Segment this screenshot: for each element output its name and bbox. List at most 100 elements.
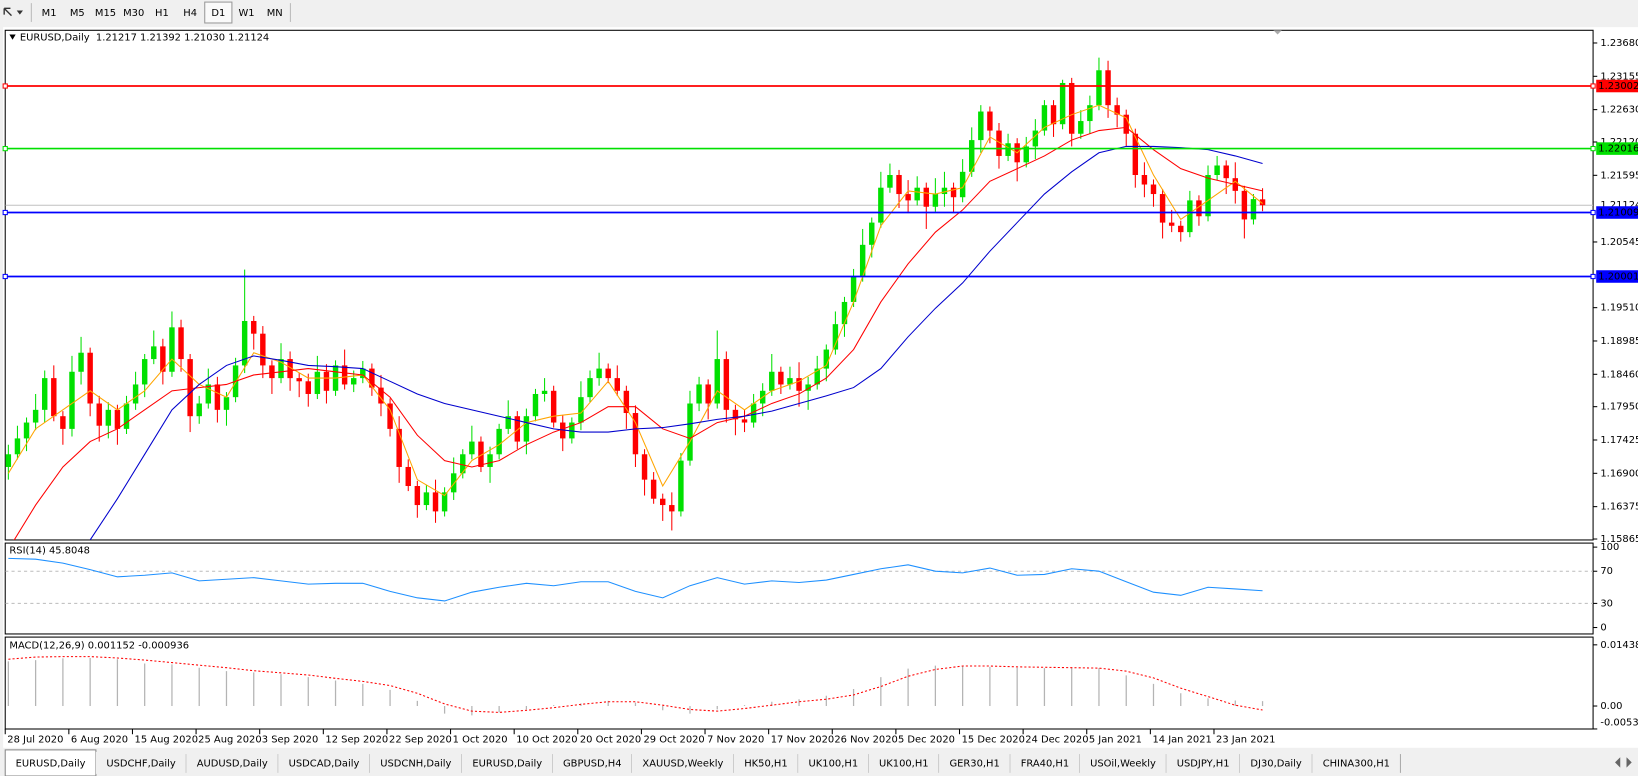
level-anchor[interactable]	[2, 209, 8, 216]
tab[interactable]	[369, 751, 462, 774]
candle-body	[587, 378, 593, 398]
moving-average	[13, 126, 1263, 540]
tab-label[interactable]: USDCHF,Daily	[106, 758, 176, 769]
tab[interactable]	[95, 751, 187, 774]
timeframe-button[interactable]	[204, 1, 233, 24]
timeframe-label[interactable]: MN	[267, 8, 283, 19]
timeframe-button[interactable]	[261, 2, 289, 23]
tab[interactable]	[631, 751, 734, 774]
tab[interactable]	[278, 751, 370, 774]
candle-body	[387, 403, 393, 429]
timeframe-button[interactable]	[63, 2, 91, 23]
timeframe-label[interactable]: D1	[211, 8, 225, 19]
candle-body	[251, 320, 257, 334]
tab-label[interactable]: DJ30,Daily	[1250, 758, 1302, 769]
rsi-tick-label: 70	[1600, 566, 1613, 577]
timeframe-button[interactable]	[120, 2, 148, 23]
tab-label[interactable]: CHINA300,H1	[1323, 758, 1390, 769]
candle-body	[296, 378, 302, 382]
tab-scroll-right[interactable]	[1626, 757, 1632, 768]
cursor-icon[interactable]	[3, 7, 12, 17]
level-anchor[interactable]	[1590, 145, 1596, 152]
candle-body	[769, 371, 775, 391]
timeframe-button[interactable]	[91, 2, 120, 23]
timeframe-label[interactable]: M5	[70, 8, 85, 19]
timeframe-button[interactable]	[232, 2, 261, 23]
candle-body	[178, 327, 184, 360]
tab[interactable]	[461, 751, 553, 774]
candle-body	[723, 359, 730, 410]
tab-label[interactable]: AUDUSD,Daily	[197, 758, 268, 769]
level-anchor[interactable]	[1590, 273, 1596, 280]
tab-scroll-left[interactable]	[1615, 757, 1621, 768]
tab-label[interactable]: GBPUSD,H4	[563, 758, 622, 769]
tab-label[interactable]: USDCAD,Daily	[289, 758, 360, 769]
candle-body	[696, 384, 702, 404]
level-anchor[interactable]	[2, 145, 8, 152]
timeframe-label[interactable]: M15	[95, 8, 116, 19]
timeframe-label[interactable]: H1	[155, 8, 169, 19]
tab[interactable]	[798, 751, 869, 774]
tab-label[interactable]: USDJPY,H1	[1177, 758, 1230, 769]
tab[interactable]	[733, 751, 799, 774]
candle-body	[432, 492, 439, 512]
candle-body	[260, 333, 266, 366]
tab-label[interactable]: USDCNH,Daily	[380, 758, 451, 769]
timeframe-button[interactable]	[35, 2, 63, 23]
candle-body	[923, 187, 930, 207]
tab[interactable]	[4, 749, 97, 776]
level-anchor[interactable]	[1590, 209, 1596, 216]
level-anchor[interactable]	[2, 83, 8, 89]
candle-body	[669, 505, 675, 512]
tab[interactable]	[552, 751, 632, 774]
candle-body	[1096, 70, 1102, 106]
candle-body	[1250, 199, 1257, 220]
tab-label[interactable]: UK100,H1	[879, 758, 929, 769]
tab[interactable]	[186, 751, 279, 774]
tab-label[interactable]: UK100,H1	[809, 758, 859, 769]
panel-menu-arrow[interactable]	[9, 34, 16, 40]
candle-body	[532, 393, 539, 417]
tab[interactable]	[1239, 751, 1313, 774]
tab[interactable]	[1166, 751, 1240, 774]
level-label-box	[1596, 142, 1638, 155]
tab[interactable]	[868, 751, 940, 774]
candle-body	[1114, 105, 1120, 115]
candle-body	[705, 384, 711, 404]
tab-label[interactable]: XAUUSD,Weekly	[642, 758, 723, 769]
candle-body	[469, 441, 475, 455]
timeframe-button[interactable]	[148, 2, 176, 23]
timeframe-button[interactable]	[176, 2, 204, 23]
tab-label[interactable]: HK50,H1	[744, 758, 787, 769]
date-label: 5 Dec 2020	[898, 734, 955, 745]
tab[interactable]	[1010, 751, 1080, 774]
price-tick-label: 1.16900	[1600, 468, 1638, 479]
level-label: 1.22016	[1598, 144, 1638, 155]
level-anchor[interactable]	[2, 273, 8, 280]
date-label: 29 Oct 2020	[644, 734, 705, 745]
candle-body	[914, 187, 920, 201]
candle-body	[114, 409, 121, 429]
timeframe-label[interactable]: M30	[123, 8, 144, 19]
dropdown-arrow[interactable]	[16, 10, 23, 15]
tab-label[interactable]: EURUSD,Daily	[472, 758, 542, 769]
candle-body	[660, 498, 666, 506]
tab[interactable]	[1312, 751, 1401, 774]
tab[interactable]	[939, 751, 1011, 774]
tab-label[interactable]: FRA40,H1	[1021, 758, 1069, 769]
candle-body	[1187, 200, 1193, 233]
candle-body	[51, 378, 57, 417]
level-anchor[interactable]	[1590, 83, 1596, 89]
tab-label[interactable]: USOil,Weekly	[1090, 758, 1156, 769]
date-label: 24 Dec 2020	[1025, 734, 1088, 745]
candle-body	[396, 428, 402, 467]
tab-label[interactable]: EURUSD,Daily	[16, 758, 86, 769]
timeframe-label[interactable]: M1	[42, 8, 57, 19]
rsi-tick-label: 0	[1600, 623, 1606, 634]
tab-label[interactable]: GER30,H1	[949, 758, 999, 769]
timeframe-label[interactable]: W1	[238, 8, 254, 19]
tab[interactable]	[1079, 751, 1167, 774]
timeframe-label[interactable]: H4	[183, 8, 197, 19]
